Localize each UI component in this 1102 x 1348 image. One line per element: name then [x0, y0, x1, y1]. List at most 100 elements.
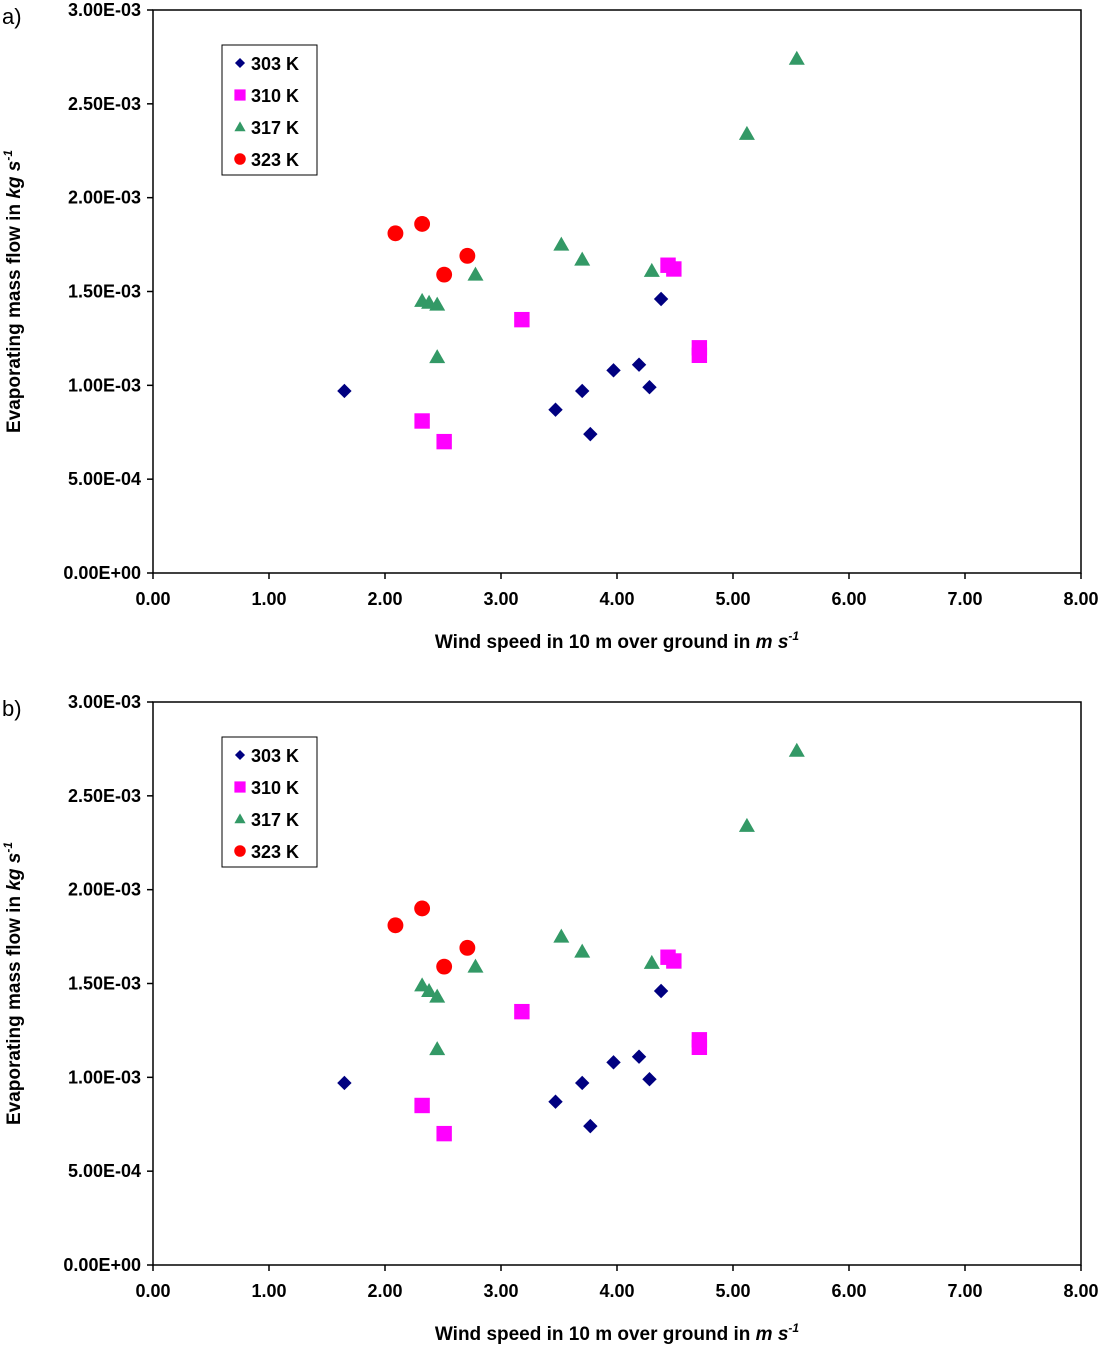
x-tick-label: 1.00 [251, 1281, 286, 1301]
data-point [467, 266, 484, 281]
data-point [738, 817, 755, 832]
panel-label: b) [2, 696, 22, 721]
data-point [436, 433, 452, 450]
legend-marker [234, 781, 246, 793]
data-point [436, 958, 453, 975]
y-tick-label: 2.50E-03 [68, 786, 141, 806]
panel-label: a) [2, 4, 22, 29]
series-303k [337, 983, 669, 1134]
y-tick-label: 1.00E-03 [68, 1067, 141, 1087]
x-tick-label: 7.00 [947, 589, 982, 609]
data-point [666, 953, 682, 969]
legend-label: 317 K [251, 118, 299, 138]
legend-label: 303 K [251, 54, 299, 74]
legend-label: 323 K [251, 150, 299, 170]
x-tick-label: 7.00 [947, 1281, 982, 1301]
data-point [467, 958, 484, 973]
data-point [436, 266, 453, 283]
y-tick-label: 5.00E-04 [68, 469, 141, 489]
data-point [653, 291, 669, 307]
legend-label: 310 K [251, 778, 299, 798]
scatter-panel-b: b) 0.00E+00 5.00E-04 1.00E-03 1.50E-03 2.00E-… [1, 692, 1099, 1345]
data-point [583, 426, 598, 442]
x-tick-label: 4.00 [599, 1281, 634, 1301]
data-point [631, 357, 647, 372]
y-tick-label: 0.00E+00 [63, 1255, 141, 1275]
series-310k [414, 257, 708, 450]
data-point [788, 50, 805, 65]
x-tick-label: 3.00 [483, 589, 518, 609]
data-point [548, 402, 563, 417]
data-point [414, 413, 430, 429]
legend-marker [234, 845, 246, 857]
legend-marker [234, 153, 246, 165]
x-tick-label: 8.00 [1063, 589, 1098, 609]
data-point [788, 742, 805, 757]
data-point [642, 1072, 657, 1087]
y-tick-label: 1.00E-03 [68, 375, 141, 395]
data-point [548, 1094, 563, 1109]
data-point [421, 983, 438, 998]
x-tick-label: 2.00 [367, 589, 402, 609]
x-tick-label: 5.00 [715, 1281, 750, 1301]
data-point [414, 900, 431, 917]
data-point [691, 347, 708, 364]
y-axis-title: Evaporating mass flow in kg s-1 [1, 150, 25, 433]
series-317k [414, 742, 805, 1056]
series-317k [414, 50, 805, 364]
x-tick-label: 6.00 [831, 1281, 866, 1301]
legend-marker [234, 121, 246, 132]
series-323k [387, 216, 476, 283]
y-tick-label: 3.00E-03 [68, 692, 141, 712]
data-point [414, 977, 431, 992]
data-point [387, 225, 404, 242]
data-point [429, 988, 446, 1003]
legend-label: 303 K [251, 746, 299, 766]
legend-label: 323 K [251, 842, 299, 862]
series-303k [337, 291, 669, 442]
data-point [514, 1003, 530, 1020]
y-tick-label: 0.00E+00 [63, 563, 141, 583]
legend-box [221, 44, 318, 176]
data-point [514, 311, 530, 328]
data-point [574, 251, 591, 266]
scatter-panel-a: a) 0.00E+00 5.00E-04 1.00E-03 1.50E-03 2.00E-… [1, 0, 1099, 653]
data-point [429, 1041, 446, 1056]
data-point [666, 261, 682, 277]
y-tick-label: 2.50E-03 [68, 94, 141, 114]
x-tick-label: 3.00 [483, 1281, 518, 1301]
data-point [387, 917, 404, 934]
y-axis-title: Evaporating mass flow in kg s-1 [1, 842, 25, 1125]
data-point [642, 380, 657, 395]
data-point [575, 1075, 590, 1091]
legend: 303 K 310 K 317 K 323 K [221, 44, 318, 176]
x-axis-title: Wind speed in 10 m over ground in m s-1 [435, 1321, 800, 1345]
data-point [574, 943, 591, 958]
legend-box [221, 736, 318, 868]
x-axis-title: Wind speed in 10 m over ground in m s-1 [435, 629, 800, 653]
legend-label: 310 K [251, 86, 299, 106]
y-tick-label: 3.00E-03 [68, 0, 141, 20]
y-tick-label: 1.50E-03 [68, 282, 141, 302]
y-tick-label: 2.00E-03 [68, 188, 141, 208]
data-point [429, 349, 446, 364]
x-tick-label: 0.00 [135, 589, 170, 609]
legend-marker [234, 749, 246, 761]
y-tick-label: 5.00E-04 [68, 1161, 141, 1181]
data-point [583, 1118, 598, 1134]
y-tick-label: 1.50E-03 [68, 974, 141, 994]
data-point [459, 939, 476, 956]
legend: 303 K 310 K 317 K 323 K [221, 736, 318, 868]
series-310k [414, 949, 708, 1142]
legend-marker [234, 89, 246, 101]
data-point [337, 1075, 352, 1091]
data-point [575, 383, 590, 399]
data-point [553, 928, 570, 943]
data-point [553, 236, 570, 251]
data-point [631, 1049, 647, 1064]
data-point [414, 216, 431, 232]
data-point [738, 125, 755, 140]
data-point [436, 1125, 452, 1142]
